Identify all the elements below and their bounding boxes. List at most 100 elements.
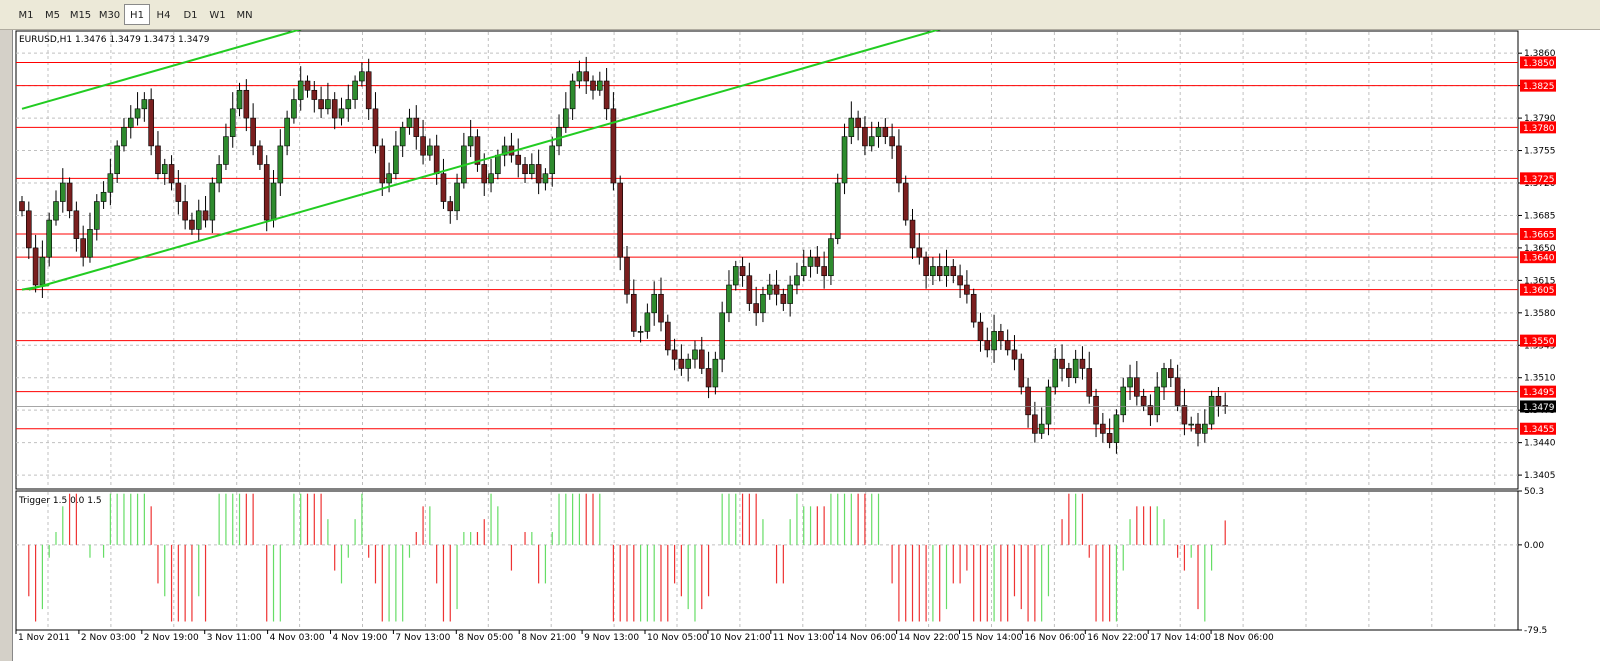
candle-body[interactable] bbox=[698, 349, 705, 369]
candle-body[interactable] bbox=[1072, 358, 1079, 379]
candle-body[interactable] bbox=[202, 210, 209, 221]
candle-body[interactable] bbox=[923, 256, 929, 277]
candle-body[interactable] bbox=[427, 145, 433, 156]
candle-body[interactable] bbox=[1188, 423, 1195, 426]
candle-body[interactable] bbox=[787, 284, 793, 304]
timeframe-button-w1[interactable]: W1 bbox=[209, 10, 226, 21]
trend-line[interactable] bbox=[21, 30, 314, 110]
candle-body[interactable] bbox=[134, 108, 141, 119]
candle-body[interactable] bbox=[53, 201, 59, 221]
candle-body[interactable] bbox=[984, 340, 991, 351]
candle-body[interactable] bbox=[882, 127, 889, 137]
candle-body[interactable] bbox=[372, 108, 379, 147]
candle-body[interactable] bbox=[597, 80, 603, 91]
candle-body[interactable] bbox=[902, 182, 909, 221]
candle-body[interactable] bbox=[250, 117, 256, 147]
candle-body[interactable] bbox=[998, 331, 1004, 341]
candle-body[interactable] bbox=[257, 145, 263, 165]
candle-body[interactable] bbox=[1086, 368, 1093, 397]
candle-body[interactable] bbox=[59, 182, 66, 202]
candle-body[interactable] bbox=[549, 145, 556, 175]
candle-body[interactable] bbox=[794, 275, 800, 286]
candle-body[interactable] bbox=[87, 229, 93, 258]
chart-window[interactable]: 1.38601.38251.37901.37551.37201.36851.36… bbox=[12, 30, 1600, 661]
candle-body[interactable] bbox=[930, 266, 936, 277]
candle-body[interactable] bbox=[501, 145, 508, 156]
candle-body[interactable] bbox=[875, 127, 882, 137]
candle-body[interactable] bbox=[80, 238, 86, 258]
candle-body[interactable] bbox=[399, 127, 406, 147]
candle-body[interactable] bbox=[943, 266, 950, 277]
candle-body[interactable] bbox=[1106, 433, 1113, 443]
candle-body[interactable] bbox=[311, 89, 318, 100]
candle-body[interactable] bbox=[1032, 414, 1038, 434]
candle-body[interactable] bbox=[664, 321, 671, 351]
candle-body[interactable] bbox=[1004, 340, 1011, 351]
candle-body[interactable] bbox=[814, 256, 821, 267]
candle-body[interactable] bbox=[1120, 386, 1127, 416]
timeframe-button-m5[interactable]: M5 bbox=[45, 10, 60, 21]
candle-body[interactable] bbox=[896, 145, 902, 184]
price-chart-svg[interactable]: 1.38601.38251.37901.37551.37201.36851.36… bbox=[13, 30, 1600, 661]
candle-body[interactable] bbox=[297, 80, 304, 100]
candle-body[interactable] bbox=[114, 145, 120, 175]
candle-body[interactable] bbox=[304, 80, 311, 91]
candle-body[interactable] bbox=[705, 368, 712, 388]
candle-body[interactable] bbox=[1140, 395, 1147, 406]
candle-body[interactable] bbox=[1113, 414, 1120, 443]
candle-body[interactable] bbox=[855, 117, 861, 128]
candle-body[interactable] bbox=[692, 349, 698, 360]
candle-body[interactable] bbox=[624, 256, 630, 295]
candle-body[interactable] bbox=[121, 127, 127, 147]
candle-body[interactable] bbox=[325, 99, 331, 110]
candle-body[interactable] bbox=[841, 136, 848, 184]
candle-body[interactable] bbox=[909, 219, 916, 249]
candle-body[interactable] bbox=[263, 164, 270, 221]
candle-body[interactable] bbox=[970, 293, 977, 323]
candle-body[interactable] bbox=[515, 154, 522, 165]
candle-body[interactable] bbox=[957, 275, 963, 286]
candle-body[interactable] bbox=[658, 293, 664, 323]
candle-body[interactable] bbox=[338, 108, 345, 119]
candle-body[interactable] bbox=[1100, 423, 1106, 434]
candle-body[interactable] bbox=[467, 136, 474, 147]
candle-body[interactable] bbox=[1147, 405, 1154, 416]
trend-line[interactable] bbox=[21, 284, 50, 291]
candle-body[interactable] bbox=[685, 358, 691, 369]
candle-body[interactable] bbox=[277, 145, 284, 184]
candle-body[interactable] bbox=[39, 256, 46, 286]
candle-body[interactable] bbox=[746, 275, 753, 304]
candle-body[interactable] bbox=[529, 164, 535, 175]
candle-body[interactable] bbox=[760, 293, 766, 314]
candle-body[interactable] bbox=[189, 219, 195, 230]
candle-body[interactable] bbox=[420, 136, 426, 156]
candle-body[interactable] bbox=[243, 89, 250, 119]
candle-body[interactable] bbox=[773, 284, 780, 295]
candle-body[interactable] bbox=[678, 358, 685, 369]
candle-body[interactable] bbox=[270, 182, 277, 221]
candle-body[interactable] bbox=[454, 182, 460, 212]
candle-body[interactable] bbox=[474, 136, 481, 165]
candle-body[interactable] bbox=[1134, 377, 1140, 397]
candle-body[interactable] bbox=[522, 164, 528, 175]
candle-body[interactable] bbox=[807, 256, 814, 267]
candle-body[interactable] bbox=[753, 303, 759, 314]
candle-body[interactable] bbox=[413, 117, 420, 137]
candle-body[interactable] bbox=[365, 71, 372, 110]
candle-body[interactable] bbox=[107, 173, 114, 193]
candle-body[interactable] bbox=[1195, 423, 1201, 434]
candle-body[interactable] bbox=[379, 145, 386, 184]
candle-body[interactable] bbox=[291, 99, 297, 119]
timeframe-button-h1[interactable]: H1 bbox=[124, 4, 150, 25]
candle-body[interactable] bbox=[359, 71, 365, 82]
timeframe-button-m1[interactable]: M1 bbox=[18, 10, 34, 21]
timeframe-button-mn[interactable]: MN bbox=[236, 10, 253, 21]
candle-body[interactable] bbox=[440, 173, 447, 202]
candle-body[interactable] bbox=[1045, 386, 1052, 425]
candle-body[interactable] bbox=[1052, 358, 1059, 388]
candle-body[interactable] bbox=[637, 331, 644, 333]
candle-body[interactable] bbox=[950, 266, 957, 277]
candle-body[interactable] bbox=[73, 210, 80, 239]
candle-body[interactable] bbox=[66, 182, 73, 212]
candle-body[interactable] bbox=[182, 201, 188, 221]
